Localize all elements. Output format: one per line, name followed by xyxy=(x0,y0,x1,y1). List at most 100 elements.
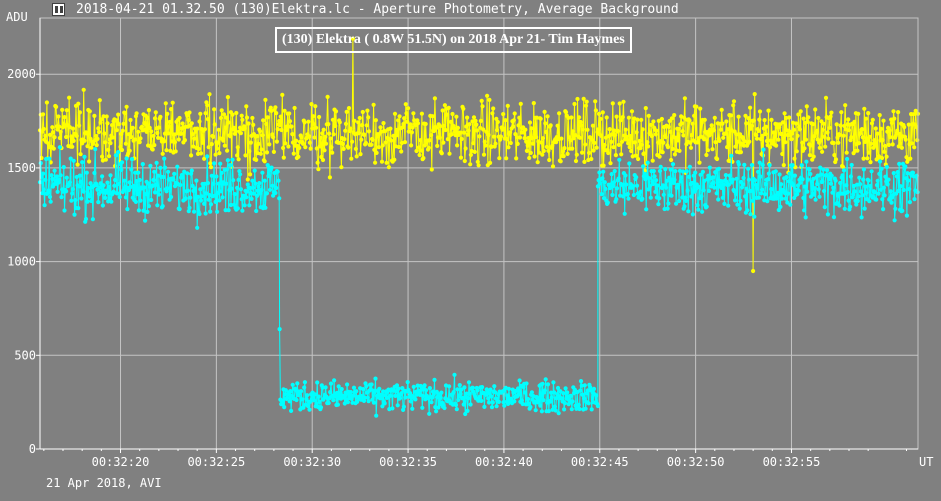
data-point xyxy=(108,173,113,178)
data-point xyxy=(821,167,826,172)
data-point xyxy=(205,103,210,108)
data-point xyxy=(123,111,128,116)
data-point xyxy=(450,111,455,117)
data-point xyxy=(738,198,743,203)
data-point xyxy=(238,187,243,192)
data-point xyxy=(676,182,681,187)
data-point xyxy=(127,180,132,185)
data-point xyxy=(198,151,204,156)
data-point xyxy=(119,147,125,153)
data-point xyxy=(359,137,364,142)
data-point xyxy=(301,405,306,410)
data-point xyxy=(64,134,69,140)
data-point xyxy=(381,389,386,394)
data-point xyxy=(413,397,418,402)
data-point xyxy=(711,180,716,185)
y-axis-label: ADU xyxy=(6,10,28,24)
window-title: 2018-04-21 01.32.50 (130)Elektra.lc - Ap… xyxy=(76,2,679,17)
data-point xyxy=(464,124,469,129)
data-point xyxy=(116,181,122,187)
data-point xyxy=(578,379,584,384)
data-point xyxy=(152,190,158,195)
data-point xyxy=(879,166,884,171)
data-point xyxy=(75,162,80,167)
data-point xyxy=(212,193,217,198)
data-point xyxy=(328,390,333,395)
data-point xyxy=(877,159,883,164)
data-point xyxy=(136,129,141,134)
data-point xyxy=(522,390,528,395)
data-point xyxy=(155,130,160,136)
data-point xyxy=(817,194,822,199)
data-point xyxy=(343,121,349,126)
data-point xyxy=(287,399,292,404)
data-point xyxy=(792,173,798,178)
data-point xyxy=(828,181,834,186)
data-point xyxy=(527,155,532,161)
data-point xyxy=(627,145,632,150)
data-point xyxy=(187,110,192,115)
data-point xyxy=(100,174,105,179)
data-point xyxy=(647,184,653,189)
data-point xyxy=(290,140,296,145)
data-point xyxy=(546,409,551,414)
data-point xyxy=(256,184,261,189)
data-point xyxy=(908,156,913,161)
data-point xyxy=(527,120,533,125)
data-point xyxy=(310,126,315,131)
data-point xyxy=(202,127,207,132)
data-point xyxy=(601,163,606,168)
data-point xyxy=(831,215,837,220)
data-point xyxy=(189,171,194,176)
data-point xyxy=(219,170,224,175)
data-point xyxy=(292,105,297,111)
data-point xyxy=(323,141,329,146)
data-point xyxy=(306,119,311,124)
data-point xyxy=(581,96,586,101)
data-point xyxy=(665,145,671,150)
data-point xyxy=(363,140,368,146)
data-point xyxy=(58,129,63,134)
data-point xyxy=(838,123,843,128)
data-point xyxy=(752,92,757,97)
data-point xyxy=(848,204,853,209)
data-point xyxy=(480,385,485,390)
data-point xyxy=(479,398,484,403)
data-point xyxy=(723,131,728,136)
data-point xyxy=(624,182,629,187)
data-point xyxy=(813,197,818,202)
data-point xyxy=(116,112,121,117)
data-point xyxy=(700,169,706,174)
data-point xyxy=(759,187,765,192)
data-point xyxy=(309,102,314,107)
data-point xyxy=(710,147,715,152)
data-point xyxy=(468,162,473,167)
data-point xyxy=(442,123,447,128)
data-point xyxy=(82,138,87,143)
data-point xyxy=(915,138,920,143)
data-point xyxy=(912,197,917,202)
data-point xyxy=(394,383,400,388)
data-point xyxy=(734,132,739,137)
data-point xyxy=(52,135,57,140)
data-point xyxy=(685,188,690,193)
window-app-icon[interactable] xyxy=(52,3,65,16)
data-point xyxy=(180,175,185,180)
data-point xyxy=(192,186,197,191)
data-point xyxy=(439,151,444,156)
data-point xyxy=(582,396,587,401)
data-point xyxy=(379,159,385,164)
data-point xyxy=(825,212,831,217)
data-point xyxy=(653,189,658,194)
data-point xyxy=(198,111,203,116)
data-point xyxy=(134,111,139,116)
data-point xyxy=(760,162,765,168)
data-point xyxy=(173,149,178,154)
data-point xyxy=(783,196,788,201)
data-point xyxy=(491,134,497,139)
data-point xyxy=(885,182,890,187)
data-point xyxy=(284,128,289,133)
data-point xyxy=(656,118,661,123)
data-point xyxy=(70,144,75,149)
data-point xyxy=(813,107,818,112)
